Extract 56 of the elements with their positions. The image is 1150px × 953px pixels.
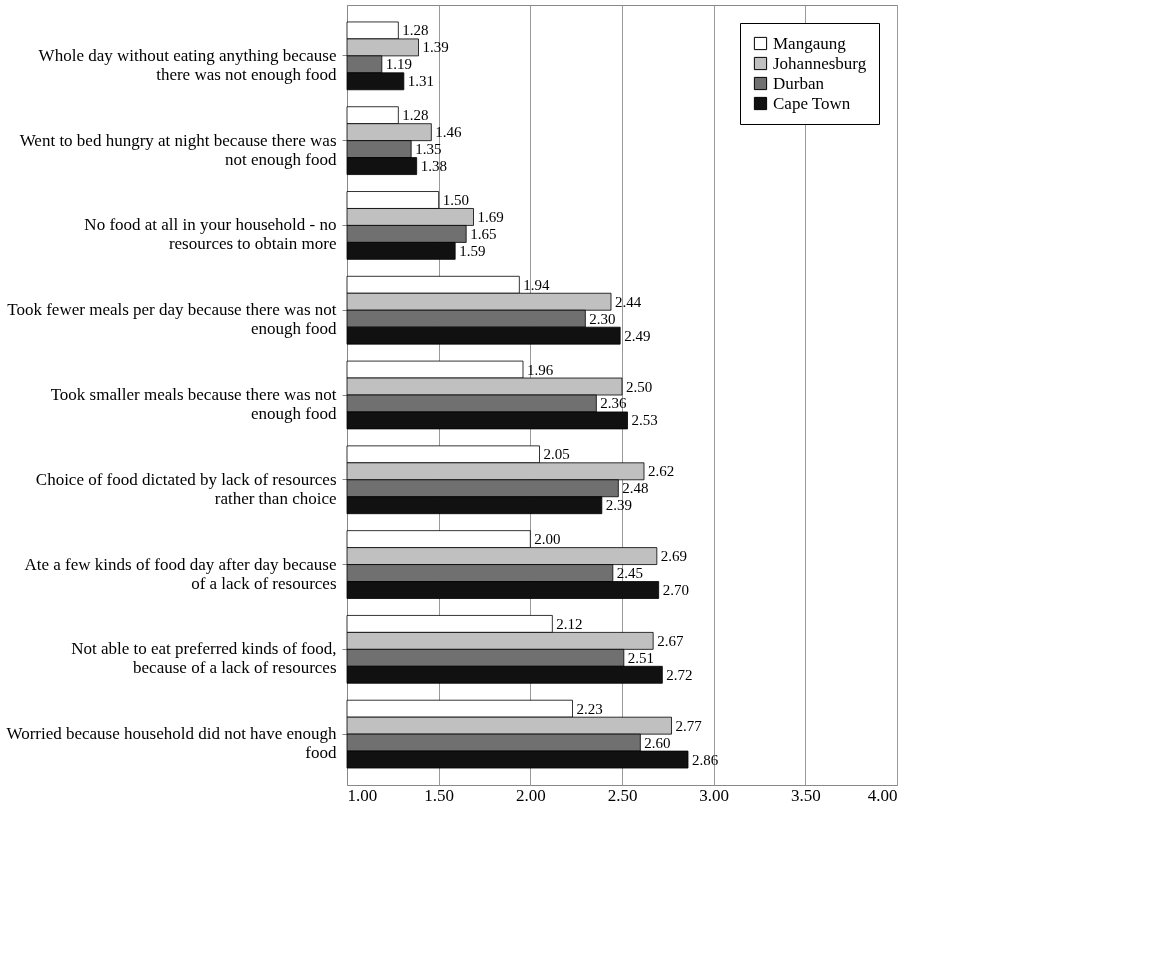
y-tick-label: Ate a few kinds of food day after day because of a lack of resources — [24, 554, 337, 593]
legend-label: Mangaung — [773, 33, 847, 53]
data-label: 2.50 — [626, 378, 653, 395]
legend-label: Johannesburg — [773, 53, 867, 73]
data-label: 2.67 — [657, 632, 684, 649]
data-label: 1.31 — [407, 73, 435, 90]
data-label: 2.72 — [666, 666, 693, 683]
data-label: 2.45 — [616, 565, 644, 582]
x-tick-label: 2.50 — [607, 785, 638, 805]
data-label: 1.50 — [442, 192, 469, 208]
y-tick-label: Took fewer meals per day because there was not enough food — [7, 300, 337, 339]
data-label: 1.39 — [422, 39, 449, 56]
data-label: 2.36 — [600, 395, 628, 412]
data-label: 2.49 — [624, 327, 651, 344]
x-tick-label: 3.00 — [699, 785, 730, 805]
y-tick-label: Whole day without eating anything because there was not enough food — [38, 45, 337, 84]
x-tick-label: 4.00 — [867, 785, 898, 805]
data-label: 1.65 — [470, 225, 497, 242]
data-label: 2.51 — [627, 649, 655, 666]
data-label: 2.62 — [648, 463, 675, 480]
data-label: 2.12 — [556, 615, 583, 632]
legend-label: Durban — [773, 73, 825, 93]
y-tick-label: Took smaller meals because there was not enough food — [50, 385, 337, 423]
data-label: 2.48 — [622, 480, 649, 497]
data-label: 2.30 — [589, 310, 616, 327]
legend-label: Cape Town — [773, 93, 851, 113]
data-label: 1.28 — [402, 107, 429, 124]
data-label: 2.77 — [675, 717, 703, 734]
data-label: 2.53 — [631, 412, 658, 429]
y-tick-label: Went to bed hungry at night because there was not enough food — [19, 130, 337, 169]
x-tick-label: 1.00 — [347, 785, 378, 805]
data-label: 2.00 — [534, 531, 561, 548]
data-label: 2.44 — [615, 293, 642, 310]
data-label: 2.69 — [660, 548, 688, 565]
data-label: 1.38 — [420, 158, 447, 175]
data-label: 2.86 — [692, 751, 719, 768]
data-label: 1.19 — [385, 56, 413, 73]
data-label: 1.35 — [415, 141, 442, 158]
data-label: 2.70 — [662, 582, 689, 598]
y-tick-label: Not able to eat preferred kinds of food, because of a lack of resources — [71, 639, 337, 678]
data-label: 2.23 — [576, 700, 603, 717]
y-tick-label: Worried because household did not have enough food — [6, 724, 337, 763]
x-tick-label: 2.00 — [515, 785, 546, 805]
x-tick-label: 1.50 — [424, 785, 455, 805]
data-label: 1.59 — [459, 242, 486, 259]
data-label: 2.39 — [605, 497, 633, 514]
data-label: 1.28 — [402, 22, 429, 39]
data-label: 1.46 — [435, 124, 463, 141]
y-tick-label: No food at all in your household - no resources to obtain more — [84, 215, 337, 254]
data-label: 1.96 — [527, 361, 554, 378]
data-label: 1.69 — [477, 208, 504, 225]
data-label: 2.60 — [644, 734, 671, 751]
data-label: 2.05 — [543, 446, 570, 463]
x-tick-label: 3.50 — [790, 785, 821, 805]
data-label: 1.94 — [523, 276, 551, 293]
y-tick-label: Choice of food dictated by lack of resources rather than choice — [35, 469, 337, 508]
